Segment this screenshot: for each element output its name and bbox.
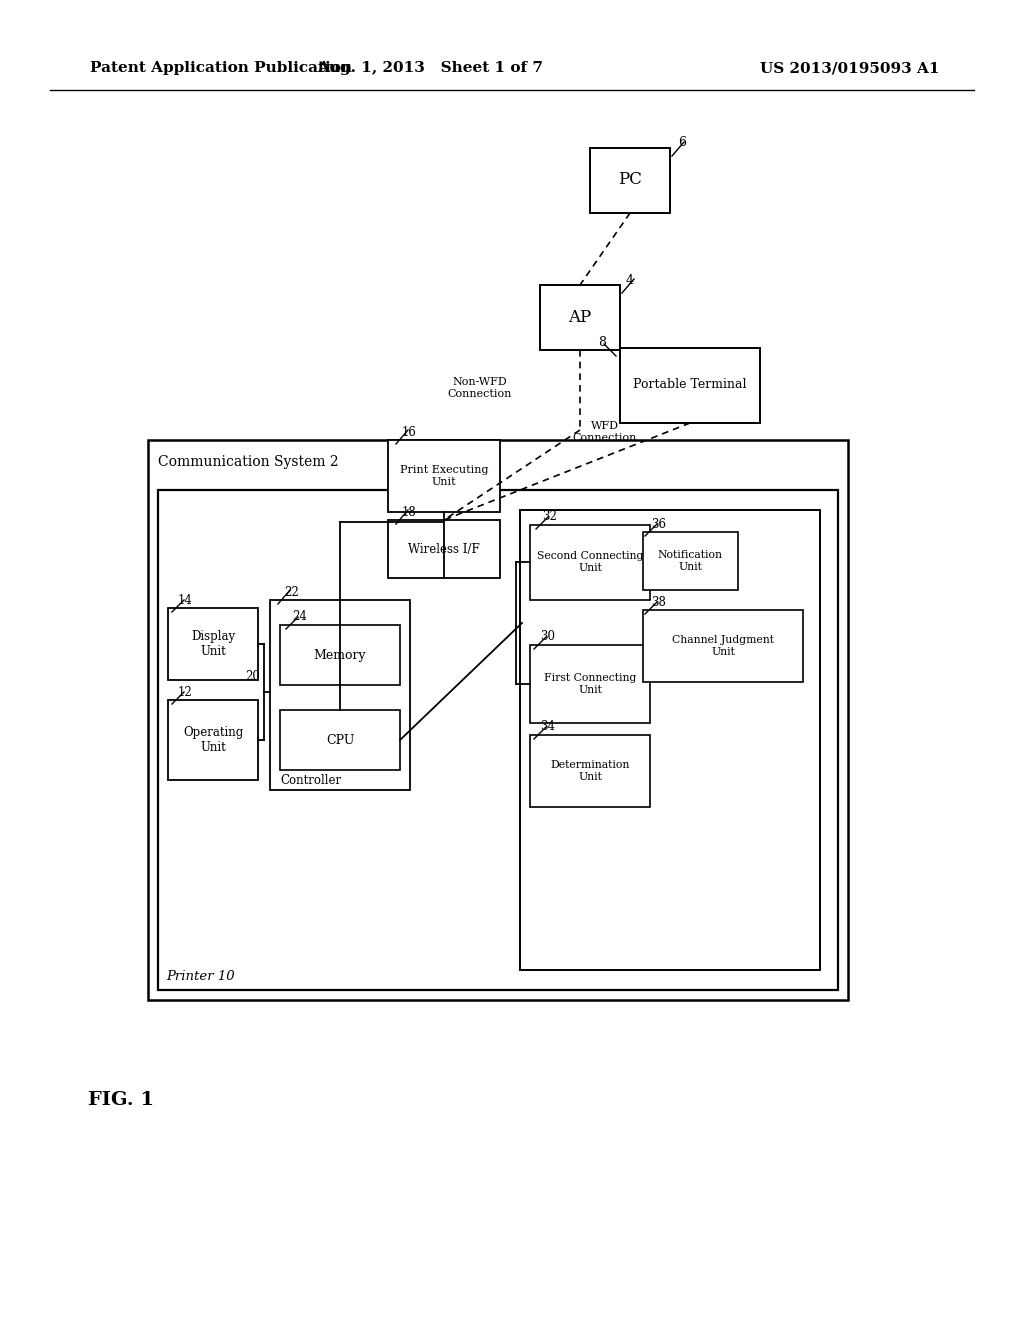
Text: 36: 36 bbox=[651, 517, 666, 531]
Text: US 2013/0195093 A1: US 2013/0195093 A1 bbox=[761, 61, 940, 75]
Bar bbox=[168, 609, 258, 680]
Text: 20: 20 bbox=[245, 671, 260, 684]
Text: WFD
Connection: WFD Connection bbox=[572, 421, 637, 442]
Text: Operating
Unit: Operating Unit bbox=[183, 726, 243, 754]
Text: 4: 4 bbox=[626, 273, 634, 286]
Bar bbox=[643, 610, 803, 682]
Text: Controller: Controller bbox=[280, 774, 341, 787]
Text: PC: PC bbox=[618, 172, 642, 189]
Bar bbox=[530, 735, 650, 807]
Bar bbox=[158, 490, 838, 990]
Text: Non-WFD
Connection: Non-WFD Connection bbox=[447, 378, 512, 399]
Text: 22: 22 bbox=[284, 586, 299, 598]
Text: 14: 14 bbox=[178, 594, 193, 606]
Bar bbox=[280, 624, 400, 685]
Text: Notification
Unit: Notification Unit bbox=[657, 550, 723, 572]
Bar bbox=[520, 510, 820, 970]
Bar bbox=[148, 440, 848, 1001]
Bar bbox=[270, 601, 410, 789]
Text: 24: 24 bbox=[292, 610, 307, 623]
Text: Determination
Unit: Determination Unit bbox=[550, 760, 630, 781]
Bar bbox=[620, 348, 760, 422]
Text: Patent Application Publication: Patent Application Publication bbox=[90, 61, 352, 75]
Text: Channel Judgment
Unit: Channel Judgment Unit bbox=[672, 635, 774, 657]
Text: Aug. 1, 2013   Sheet 1 of 7: Aug. 1, 2013 Sheet 1 of 7 bbox=[317, 61, 543, 75]
Bar bbox=[590, 148, 670, 213]
Bar bbox=[540, 285, 620, 350]
Text: 34: 34 bbox=[540, 721, 555, 734]
Bar bbox=[388, 520, 500, 578]
Text: Print Executing
Unit: Print Executing Unit bbox=[399, 465, 488, 487]
Text: Printer 10: Printer 10 bbox=[166, 969, 234, 982]
Text: FIG. 1: FIG. 1 bbox=[88, 1092, 155, 1109]
Text: 30: 30 bbox=[540, 631, 555, 644]
Bar bbox=[643, 532, 738, 590]
Text: Portable Terminal: Portable Terminal bbox=[633, 379, 746, 392]
Text: 12: 12 bbox=[178, 685, 193, 698]
Bar bbox=[388, 440, 500, 512]
Text: CPU: CPU bbox=[326, 734, 354, 747]
Text: 6: 6 bbox=[678, 136, 686, 149]
Text: 18: 18 bbox=[402, 506, 417, 519]
Text: Second Connecting
Unit: Second Connecting Unit bbox=[537, 552, 643, 573]
Bar bbox=[168, 700, 258, 780]
Text: Communication System 2: Communication System 2 bbox=[158, 455, 339, 469]
Text: AP: AP bbox=[568, 309, 592, 326]
Text: 32: 32 bbox=[542, 511, 557, 524]
Text: 38: 38 bbox=[651, 595, 666, 609]
Text: First Connecting
Unit: First Connecting Unit bbox=[544, 673, 636, 694]
Bar bbox=[530, 525, 650, 601]
Text: 8: 8 bbox=[598, 335, 606, 348]
Bar bbox=[280, 710, 400, 770]
Bar bbox=[530, 645, 650, 723]
Text: 16: 16 bbox=[402, 425, 417, 438]
Text: Display
Unit: Display Unit bbox=[190, 630, 236, 657]
Text: Memory: Memory bbox=[313, 648, 367, 661]
Text: Wireless I/F: Wireless I/F bbox=[409, 543, 480, 556]
